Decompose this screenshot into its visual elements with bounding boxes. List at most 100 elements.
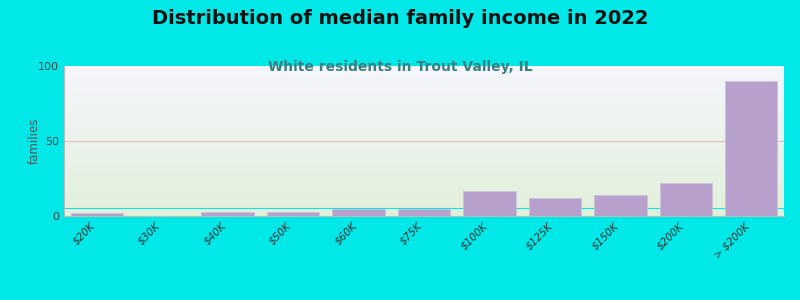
Bar [64, 116, 784, 117]
Bar [64, 170, 784, 171]
Bar [64, 127, 784, 128]
Bar [64, 104, 784, 105]
Bar [64, 100, 784, 101]
Bar [463, 190, 516, 216]
Bar [64, 153, 784, 154]
Bar [64, 189, 784, 190]
Bar [64, 122, 784, 123]
Bar [64, 136, 784, 137]
Bar [64, 135, 784, 136]
Bar [64, 120, 784, 121]
Text: White residents in Trout Valley, IL: White residents in Trout Valley, IL [268, 60, 532, 74]
Bar [64, 71, 784, 72]
Bar [64, 144, 784, 145]
Bar [64, 92, 784, 93]
Bar [64, 215, 784, 216]
Bar [64, 213, 784, 214]
Bar [64, 97, 784, 98]
Bar [64, 70, 784, 71]
Bar [64, 185, 784, 186]
Bar [64, 164, 784, 165]
Bar [64, 175, 784, 176]
Bar [64, 192, 784, 193]
Bar [64, 125, 784, 126]
Bar [64, 198, 784, 199]
Bar [64, 161, 784, 162]
Bar [64, 193, 784, 194]
Bar [64, 102, 784, 103]
Bar [202, 212, 254, 216]
Bar [64, 152, 784, 153]
Bar [64, 67, 784, 68]
Bar [64, 167, 784, 168]
Bar [660, 183, 712, 216]
Bar [64, 133, 784, 134]
Bar [64, 109, 784, 110]
Bar [64, 207, 784, 208]
Bar [64, 124, 784, 125]
Bar [64, 147, 784, 148]
Bar [64, 126, 784, 127]
Bar [64, 132, 784, 133]
Bar [64, 138, 784, 139]
Bar [64, 77, 784, 78]
Bar [64, 206, 784, 207]
Bar [64, 190, 784, 191]
Bar [64, 88, 784, 89]
Bar [64, 196, 784, 197]
Bar [64, 162, 784, 163]
Bar [64, 141, 784, 142]
Bar [70, 213, 123, 216]
Bar [64, 68, 784, 69]
Bar [64, 202, 784, 203]
Bar [64, 146, 784, 147]
Bar [64, 96, 784, 97]
Bar [64, 210, 784, 211]
Bar [64, 173, 784, 174]
Bar [64, 160, 784, 161]
Bar [64, 111, 784, 112]
Bar [64, 118, 784, 119]
Bar [64, 100, 784, 101]
Bar [64, 208, 784, 209]
Bar [64, 89, 784, 90]
Bar [64, 121, 784, 122]
Bar [64, 205, 784, 206]
Bar [64, 209, 784, 210]
Bar [64, 98, 784, 99]
Bar [64, 115, 784, 116]
Bar [64, 106, 784, 107]
Bar [64, 139, 784, 140]
Bar [64, 114, 784, 115]
Bar [64, 155, 784, 156]
Bar [64, 154, 784, 155]
Bar [64, 82, 784, 83]
Bar [64, 128, 784, 129]
Bar [398, 208, 450, 216]
Bar [64, 112, 784, 113]
Bar [64, 214, 784, 215]
Bar [64, 172, 784, 173]
Bar [64, 79, 784, 80]
Bar [64, 191, 784, 192]
Bar [64, 134, 784, 135]
Bar [64, 159, 784, 160]
Bar [64, 118, 784, 119]
Bar [64, 211, 784, 212]
Bar [64, 69, 784, 70]
Bar [594, 195, 646, 216]
Bar [64, 80, 784, 81]
Y-axis label: families: families [27, 118, 41, 164]
Bar [64, 73, 784, 74]
Bar [64, 101, 784, 102]
Bar [64, 180, 784, 181]
Bar [64, 158, 784, 159]
Bar [64, 81, 784, 82]
Bar [64, 176, 784, 177]
Bar [64, 151, 784, 152]
Bar [64, 110, 784, 111]
Bar [64, 91, 784, 92]
Bar [64, 84, 784, 85]
Bar [64, 78, 784, 79]
Text: Distribution of median family income in 2022: Distribution of median family income in … [152, 9, 648, 28]
